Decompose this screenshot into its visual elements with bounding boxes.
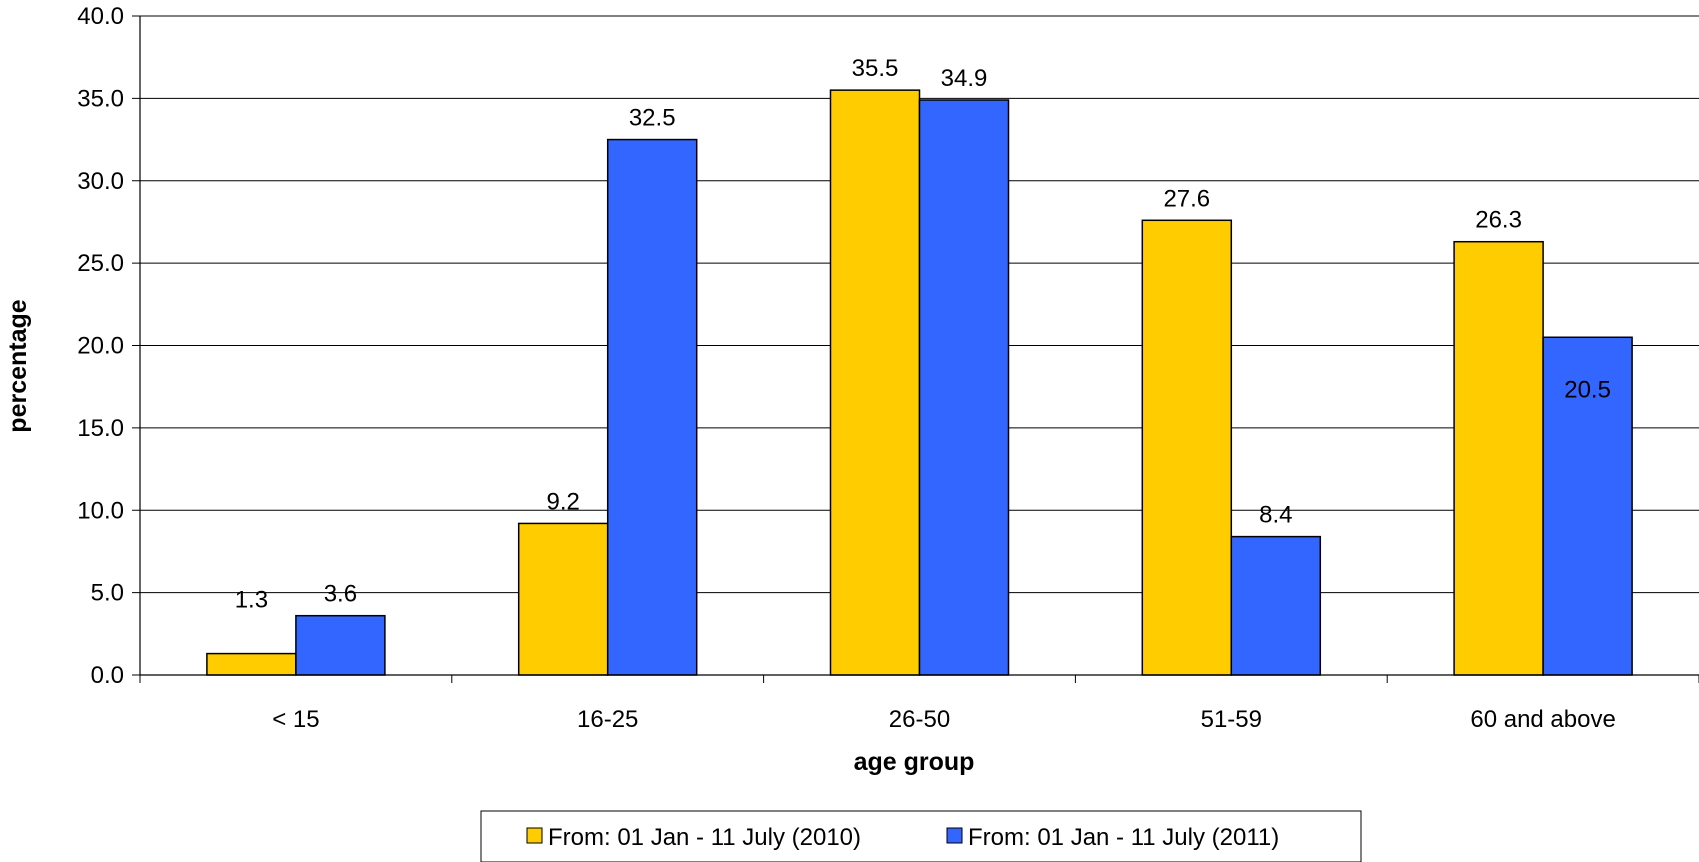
data-label: 35.5 xyxy=(852,55,899,82)
bar-2010 xyxy=(1453,240,1544,676)
axes: 0.0 5.0 10.0 15.0 20.0 25.0 30.0 35.0 40.0 < 15 16… xyxy=(77,3,1699,733)
y-tick-label: 35.0 xyxy=(77,85,124,112)
y-tick-label: 30.0 xyxy=(77,168,124,195)
legend-swatch-2011 xyxy=(946,827,963,844)
data-label: 20.5 xyxy=(1564,376,1611,403)
bar-2010 xyxy=(1141,219,1233,676)
data-label: 27.6 xyxy=(1163,185,1210,212)
bar-2010 xyxy=(829,89,921,676)
bar-2011 xyxy=(1230,535,1322,676)
x-tick-label: 16-25 xyxy=(577,706,638,733)
bars xyxy=(206,89,1633,676)
bar-2011 xyxy=(1542,336,1633,676)
bar-2010 xyxy=(517,522,609,676)
data-label: 9.2 xyxy=(547,488,580,515)
legend: From: 01 Jan - 11 July (2010) From: 01 J… xyxy=(480,810,1362,862)
bar-2010 xyxy=(206,652,297,676)
y-tick-label: 40.0 xyxy=(77,3,124,30)
data-label: 1.3 xyxy=(235,587,268,614)
data-label: 26.3 xyxy=(1475,207,1522,234)
bar-2011 xyxy=(918,99,1010,676)
bar-2011 xyxy=(606,138,698,676)
y-tick-label: 0.0 xyxy=(91,662,124,689)
legend-label-2010: From: 01 Jan - 11 July (2010) xyxy=(548,824,861,851)
y-tick-label: 15.0 xyxy=(77,415,124,442)
x-axis-title: age group xyxy=(854,748,975,776)
data-label: 3.6 xyxy=(324,581,357,608)
x-tick-label: 51-59 xyxy=(1201,706,1262,733)
x-tick-label: 26-50 xyxy=(889,706,950,733)
y-tick-label: 10.0 xyxy=(77,497,124,524)
legend-box xyxy=(480,810,1362,862)
y-tick-label: 5.0 xyxy=(91,580,124,607)
bar-2011 xyxy=(295,614,386,676)
data-label: 34.9 xyxy=(941,65,988,92)
data-label: 32.5 xyxy=(629,105,676,132)
legend-swatch-2010 xyxy=(526,827,543,844)
y-tick-label: 20.0 xyxy=(77,333,124,360)
y-axis-title: percentage xyxy=(4,299,32,432)
x-tick-label: < 15 xyxy=(272,706,319,733)
data-label: 8.4 xyxy=(1259,502,1292,529)
y-tick-label: 25.0 xyxy=(77,250,124,277)
data-labels: 1.3 3.6 9.2 32.5 35.5 34.9 27.6 8.4 26.3 20.5 xyxy=(235,55,1611,613)
legend-label-2011: From: 01 Jan - 11 July (2011) xyxy=(968,824,1279,851)
x-tick-label: 60 and above xyxy=(1470,706,1615,733)
